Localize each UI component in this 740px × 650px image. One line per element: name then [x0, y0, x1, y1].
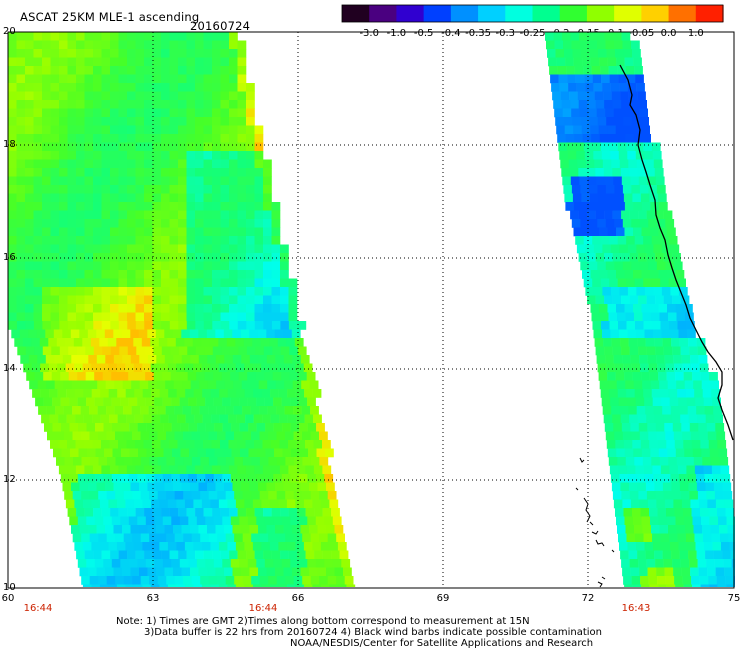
- colorbar-swatch: [396, 5, 425, 22]
- colorbar-swatch: [559, 5, 588, 22]
- footnote-line-1: Note: 1) Times are GMT 2)Times along bot…: [116, 616, 530, 627]
- x-tick-label: 69: [437, 593, 450, 604]
- colorbar-swatch: [342, 5, 370, 22]
- footnote-line-2: 3)Data buffer is 22 hrs from 20160724 4)…: [144, 627, 602, 638]
- y-tick-label: 16: [3, 252, 16, 263]
- x-tick-label: 75: [728, 593, 740, 604]
- colorbar-swatch: [369, 5, 398, 22]
- pass-time-label: 16:44: [24, 603, 53, 614]
- y-tick-label: 18: [3, 139, 16, 150]
- swath-right: [545, 32, 735, 587]
- y-tick-label: 14: [3, 363, 16, 374]
- x-tick-label: 72: [582, 593, 595, 604]
- colorbar-swatch: [423, 5, 452, 22]
- colorbar-swatch: [641, 5, 670, 22]
- y-tick-label: 12: [3, 474, 16, 485]
- colorbar-swatch: [532, 5, 561, 22]
- date-label: 20160724: [190, 19, 251, 33]
- x-tick-label: 60: [2, 593, 15, 604]
- colorbar-swatch: [668, 5, 697, 22]
- y-tick-label: 20: [3, 26, 16, 37]
- colorbar-tick-label: 1.0: [688, 28, 704, 39]
- axis-tick-labels: 60 63 66 69 72 75 10 12 14 16 18 20 16:44 16:44 16:43: [2, 26, 740, 614]
- colorbar-swatch: [695, 5, 724, 22]
- colorbar-tick-label: -1.0: [387, 28, 407, 39]
- swath-map: 60 63 66 69 72 75 10 12 14 16 18 20 16:44 16:44 16:43: [2, 26, 740, 614]
- map-title: ASCAT 25KM MLE-1 ascending: [20, 10, 200, 24]
- colorbar-swatch: [614, 5, 642, 22]
- colorbar-swatch: [586, 5, 615, 22]
- colorbar-tick-label: -0.35: [465, 28, 491, 39]
- footnote-credit: NOAA/NESDIS/Center for Satellite Applica…: [290, 638, 594, 649]
- colorbar-tick-label: -0.25: [520, 28, 546, 39]
- colorbar-tick-label: 0.0: [661, 28, 677, 39]
- colorbar-tick-label: -0.3: [496, 28, 516, 39]
- colorbar-tick-label: -3.0: [359, 28, 379, 39]
- colorbar-tick-label: -0.4: [441, 28, 461, 39]
- pass-time-label: 16:43: [622, 603, 651, 614]
- coastline: [619, 64, 734, 441]
- x-tick-label: 63: [147, 593, 160, 604]
- swath-left: [8, 32, 356, 587]
- graticule: [7, 31, 735, 589]
- colorbar-tick-label: -0.5: [414, 28, 434, 39]
- colorbar-swatch: [450, 5, 479, 22]
- colorbar-swatch: [505, 5, 534, 22]
- pass-time-label: 16:44: [249, 603, 278, 614]
- y-tick-label: 10: [3, 582, 16, 593]
- colorbar-swatch: [478, 5, 506, 22]
- coastline-islands: [575, 457, 615, 588]
- x-tick-label: 66: [292, 593, 305, 604]
- colorbar-tick-label: -0.05: [628, 28, 654, 39]
